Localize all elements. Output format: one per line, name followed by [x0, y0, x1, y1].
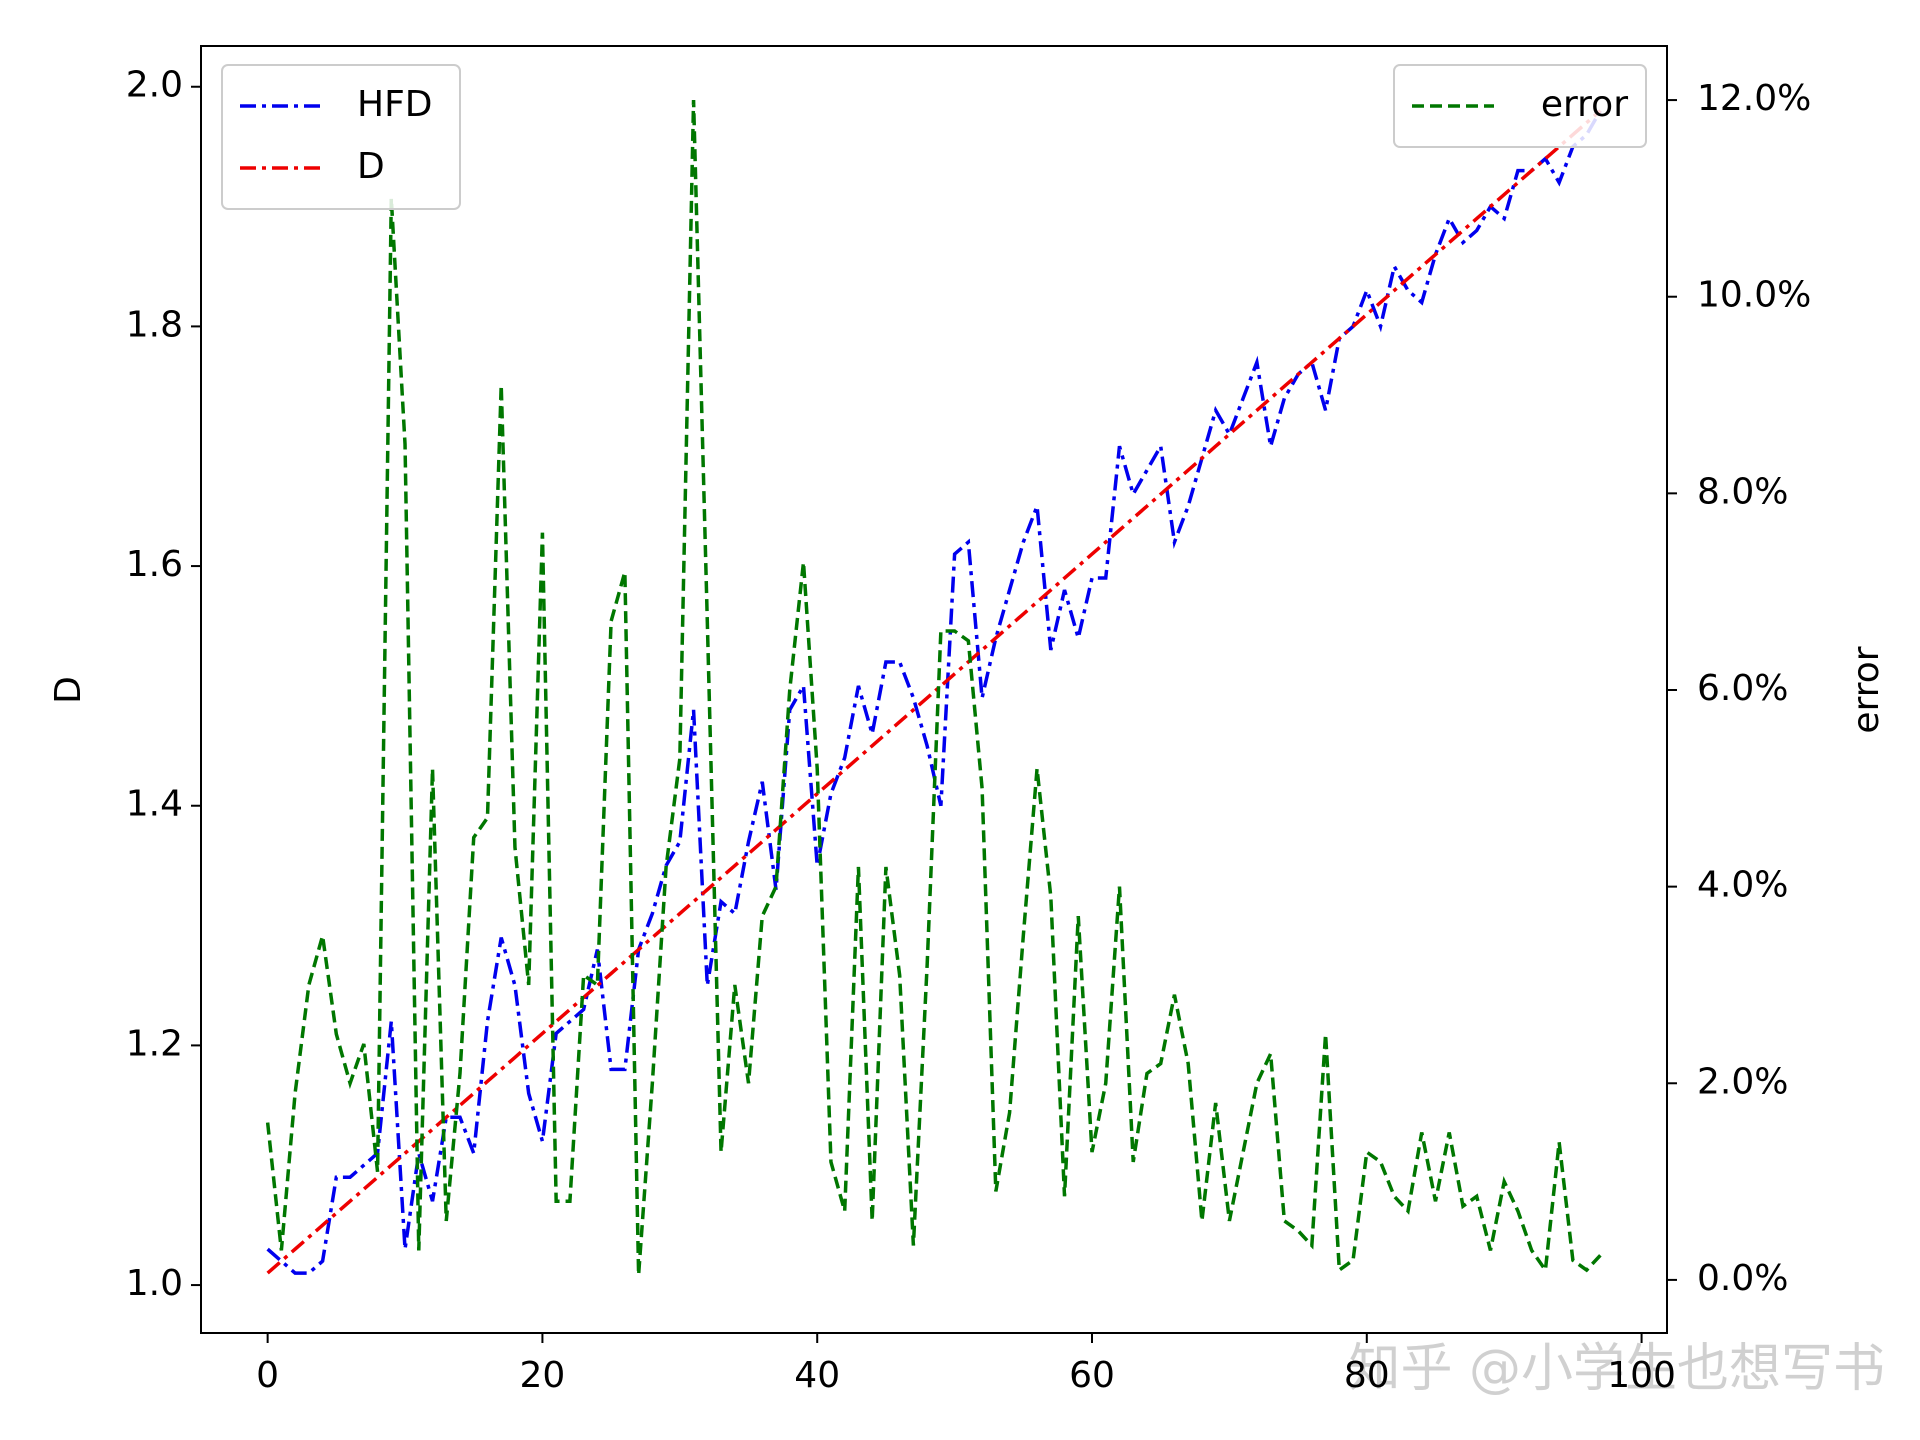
y2-tick-label: 12.0% [1697, 78, 1811, 119]
y2-tick-label: 0.0% [1697, 1258, 1788, 1299]
x-tick-label: 80 [1344, 1355, 1390, 1396]
legend-label: error [1541, 84, 1628, 125]
series-line [266, 109, 1602, 1275]
axes-frame [200, 45, 1668, 1334]
y2-tick-label: 8.0% [1697, 471, 1788, 512]
watermark: 知乎 @小学生也想写书 [1348, 1339, 1885, 1399]
x-tick-label: 40 [794, 1355, 840, 1396]
legend-label: D [357, 146, 385, 187]
x-tick-label: 0 [256, 1355, 279, 1396]
y2-axis-label: error [1846, 646, 1887, 733]
series-line [266, 109, 1602, 1275]
y2-tick-label: 4.0% [1697, 865, 1788, 906]
y-tick-label: 1.2 [126, 1023, 183, 1064]
y-axis-label: D [48, 676, 89, 704]
y-tick-label: 1.4 [126, 784, 183, 825]
y-tick-label: 1.0 [126, 1263, 183, 1304]
y2-tick-label: 10.0% [1697, 275, 1811, 316]
x-tick-label: 60 [1069, 1355, 1115, 1396]
y-tick-label: 1.8 [126, 304, 183, 345]
series-line [265, 100, 1602, 1276]
y-tick-label: 2.0 [126, 65, 183, 106]
y2-tick-label: 2.0% [1697, 1061, 1788, 1102]
legend-box [1393, 64, 1647, 148]
legend-box [221, 64, 461, 210]
x-tick-label: 100 [1607, 1355, 1676, 1396]
y-tick-label: 1.6 [126, 544, 183, 585]
x-tick-label: 20 [520, 1355, 566, 1396]
legend-label: HFD [357, 84, 433, 125]
y2-tick-label: 6.0% [1697, 668, 1788, 709]
